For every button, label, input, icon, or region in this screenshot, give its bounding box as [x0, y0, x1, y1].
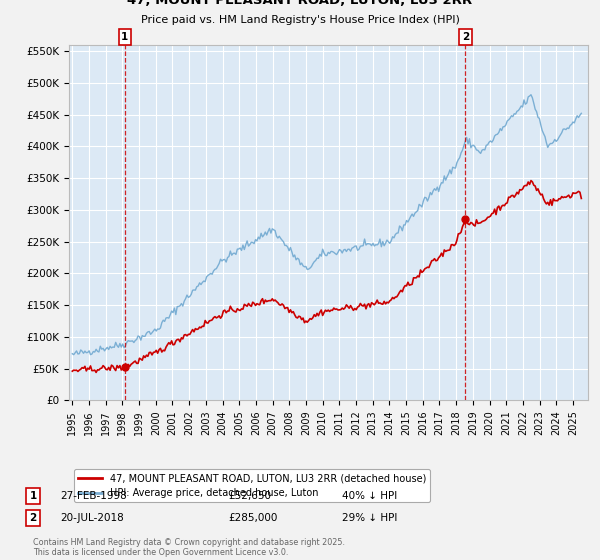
Text: Price paid vs. HM Land Registry's House Price Index (HPI): Price paid vs. HM Land Registry's House …: [140, 15, 460, 25]
Text: 1: 1: [29, 491, 37, 501]
Text: 29% ↓ HPI: 29% ↓ HPI: [342, 513, 397, 523]
Text: Contains HM Land Registry data © Crown copyright and database right 2025.
This d: Contains HM Land Registry data © Crown c…: [33, 538, 345, 557]
Text: 2: 2: [29, 513, 37, 523]
Text: 27-FEB-1998: 27-FEB-1998: [60, 491, 127, 501]
Text: 40% ↓ HPI: 40% ↓ HPI: [342, 491, 397, 501]
Text: £52,650: £52,650: [228, 491, 271, 501]
Text: 2: 2: [462, 32, 469, 42]
Text: 20-JUL-2018: 20-JUL-2018: [60, 513, 124, 523]
Text: 1: 1: [121, 32, 128, 42]
Legend: 47, MOUNT PLEASANT ROAD, LUTON, LU3 2RR (detached house), HPI: Average price, de: 47, MOUNT PLEASANT ROAD, LUTON, LU3 2RR …: [74, 469, 430, 502]
Text: 47, MOUNT PLEASANT ROAD, LUTON, LU3 2RR: 47, MOUNT PLEASANT ROAD, LUTON, LU3 2RR: [127, 0, 473, 7]
Text: £285,000: £285,000: [228, 513, 277, 523]
